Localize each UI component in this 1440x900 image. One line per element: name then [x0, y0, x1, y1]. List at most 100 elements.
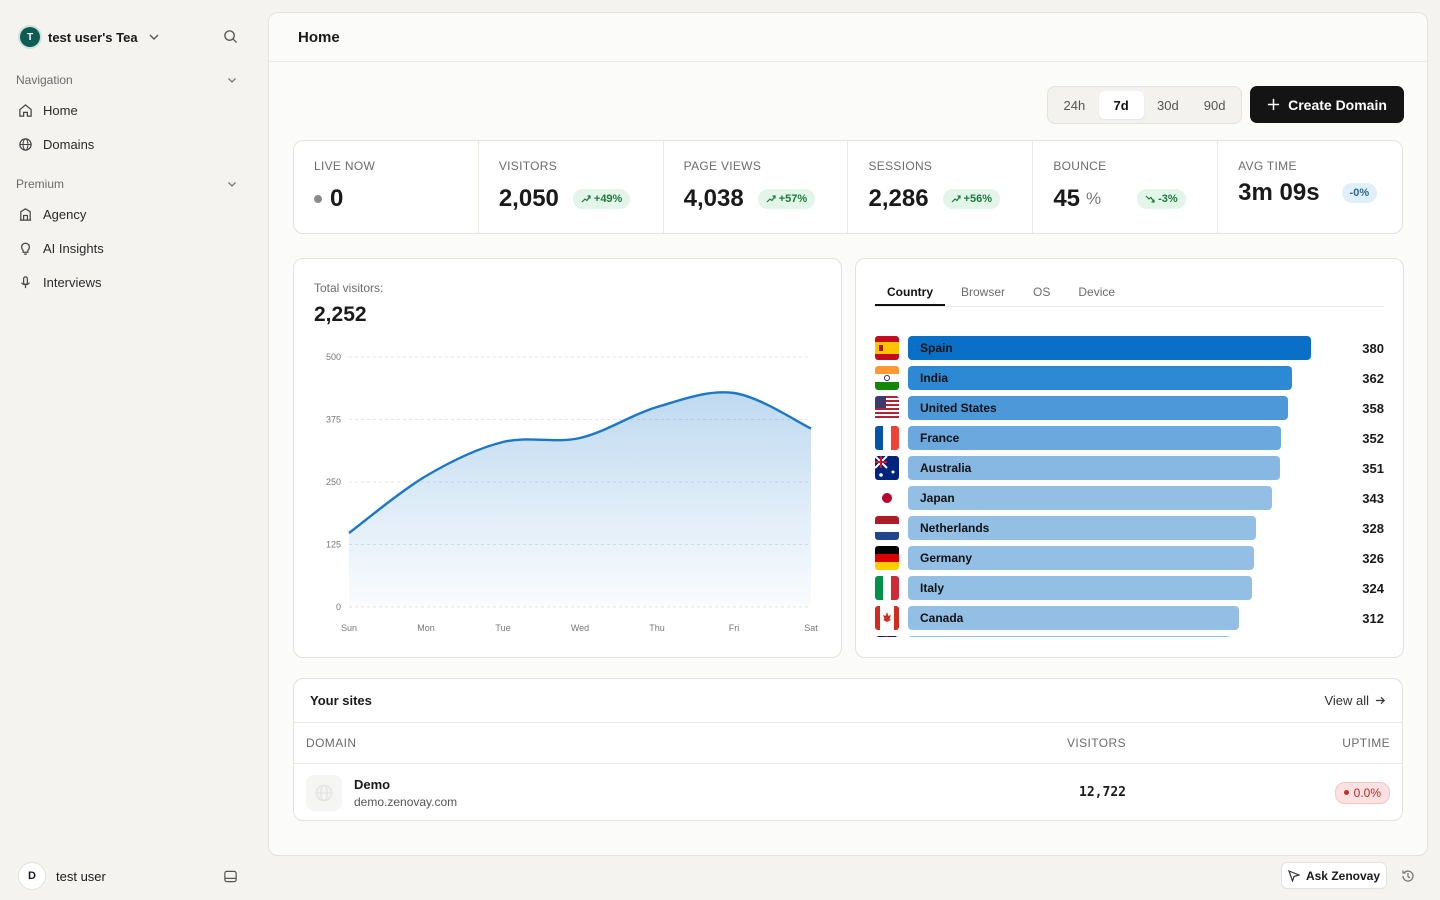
country-bar [908, 576, 1252, 600]
chevron-down-icon [146, 29, 162, 45]
column-uptime[interactable]: UPTIME [1342, 736, 1390, 750]
x-tick-label: Fri [729, 623, 740, 633]
flag-icon [875, 606, 899, 630]
stat-avg-time: AVG TIME 3m 09s -0% [1218, 141, 1402, 233]
lightbulb-icon [21, 242, 30, 255]
list-item[interactable]: Germany 326 [875, 543, 1384, 573]
team-switcher[interactable]: T test user's Tea [20, 26, 162, 48]
country-value: 326 [1362, 550, 1384, 566]
plus-icon [1268, 98, 1280, 111]
flag-icon [875, 456, 899, 480]
sidebar-item-home[interactable]: Home [16, 96, 244, 124]
stat-label: LIVE NOW [314, 159, 376, 173]
column-visitors[interactable]: VISITORS [1067, 736, 1126, 750]
tab-os[interactable]: OS [1033, 285, 1051, 299]
country-bar [908, 486, 1272, 510]
section-navigation[interactable]: Navigation [16, 73, 244, 87]
chart-total: 2,252 [314, 303, 367, 326]
stat-label: PAGE VIEWS [683, 159, 762, 173]
trend-up-icon [951, 195, 961, 203]
x-tick-label: Wed [571, 623, 589, 633]
trend-badge: +49% [572, 189, 631, 209]
list-item[interactable]: Australia 351 [875, 453, 1384, 483]
home-icon [19, 103, 32, 117]
country-list[interactable]: Spain 380 India 362 United States 358 France 35… [875, 333, 1384, 637]
arrow-right-icon [1375, 696, 1386, 705]
team-name: test user's Tea [48, 29, 138, 45]
flag-icon [875, 336, 899, 360]
sidebar-item-domains[interactable]: Domains [16, 130, 244, 158]
tab-device[interactable]: Device [1078, 285, 1116, 299]
list-item[interactable]: Netherlands 328 [875, 513, 1384, 543]
site-name: Demo [354, 776, 391, 792]
x-tick-label: Mon [417, 623, 435, 633]
list-item[interactable]: United States 358 [875, 393, 1384, 423]
country-name: India [920, 371, 949, 385]
sidebar-item-label: Home [43, 102, 78, 118]
list-item[interactable]: Japan 343 [875, 483, 1384, 513]
range-90d-button[interactable]: 90d [1203, 97, 1226, 113]
visitors-area-chart[interactable]: 0 125 250 375 500 Sun Mon Tue Wed Thu Fri Sat [294, 259, 841, 657]
sidebar-item-label: Domains [43, 136, 95, 152]
x-tick-label: Sat [804, 623, 818, 633]
country-bar [908, 456, 1281, 480]
flag-icon [875, 576, 899, 600]
country-bar [908, 606, 1239, 630]
section-premium[interactable]: Premium [16, 177, 244, 191]
sites-table: Your sites View all DOMAIN VISITORS UPTI… [293, 678, 1403, 821]
view-all-link[interactable]: View all [1324, 693, 1386, 708]
visitors-chart-card: Total visitors: 2,252 0 125 250 375 500 Sun Mo… [293, 258, 842, 658]
chevron-down-icon [228, 182, 236, 187]
sidebar-item-interviews[interactable]: Interviews [16, 268, 244, 296]
stat-label: SESSIONS [868, 159, 933, 173]
stat-value: 4,038 [683, 185, 744, 212]
create-domain-button[interactable]: Create Domain [1250, 86, 1404, 123]
stat-sessions: SESSIONS 2,286 +56% [848, 141, 1034, 233]
page-header: Home [269, 13, 1427, 62]
trend-badge: -3% [1137, 189, 1186, 209]
list-item[interactable]: France 352 [875, 423, 1384, 453]
globe-icon [19, 137, 32, 151]
list-item[interactable]: Italy 324 [875, 573, 1384, 603]
sidebar-item-ai-insights[interactable]: AI Insights [16, 234, 244, 262]
stat-value: 0 [314, 185, 343, 213]
list-item[interactable]: India 362 [875, 363, 1384, 393]
tab-country[interactable]: Country [875, 279, 945, 306]
country-value: 328 [1362, 520, 1384, 536]
country-name: Netherlands [920, 521, 990, 535]
uptime-badge: 0.0% [1334, 781, 1390, 804]
range-24h-button[interactable]: 24h [1063, 97, 1086, 113]
list-item[interactable]: Spain 380 [875, 333, 1384, 363]
flag-icon [875, 366, 899, 390]
sidebar-item-label: Agency [43, 206, 87, 222]
ask-assistant-button[interactable]: Ask Zenovay [1281, 862, 1387, 889]
search-button[interactable] [220, 26, 240, 46]
stat-value: 2,286 [868, 185, 929, 212]
tab-browser[interactable]: Browser [961, 285, 1006, 299]
y-tick-label: 250 [326, 477, 341, 487]
site-visitors: 12,722 [1079, 785, 1126, 800]
country-name: Canada [920, 611, 964, 625]
country-name: Italy [920, 581, 945, 595]
y-tick-label: 375 [326, 415, 341, 425]
sidebar-toggle-button[interactable] [221, 867, 239, 885]
list-item[interactable] [875, 633, 1384, 637]
table-row[interactable]: Demo demo.zenovay.com 12,722 0.0% [294, 764, 1402, 821]
history-button[interactable] [1400, 868, 1416, 884]
history-icon [1402, 870, 1414, 882]
flag-icon [875, 426, 899, 450]
country-value: 343 [1362, 490, 1384, 506]
range-30d-button[interactable]: 30d [1157, 97, 1179, 113]
trend-down-icon [1145, 195, 1155, 203]
user-menu[interactable]: D test user [18, 862, 106, 890]
range-7d-button[interactable]: 7d [1098, 91, 1144, 119]
country-bar [908, 636, 1232, 637]
list-item[interactable]: Canada 312 [875, 603, 1384, 633]
country-bar [908, 426, 1282, 450]
country-name: United States [920, 401, 997, 415]
create-domain-label: Create Domain [1288, 96, 1387, 113]
live-indicator [314, 195, 322, 203]
sidebar-item-label: Interviews [43, 274, 102, 290]
column-domain[interactable]: DOMAIN [306, 736, 357, 750]
sidebar-item-agency[interactable]: Agency [16, 200, 244, 228]
